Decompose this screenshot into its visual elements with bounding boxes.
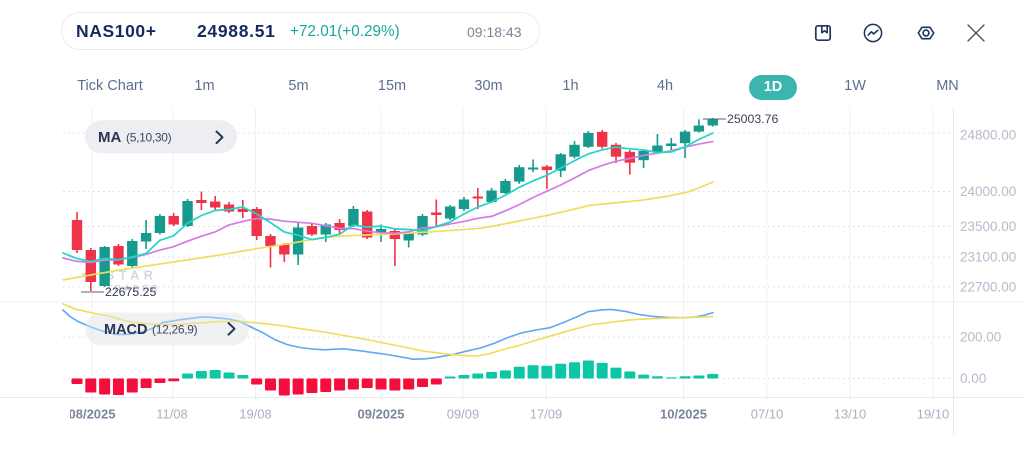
svg-text:24000.00: 24000.00 <box>960 184 1016 199</box>
svg-text:09/09: 09/09 <box>447 407 480 422</box>
svg-text:19/10: 19/10 <box>917 407 950 422</box>
svg-text:22675.25: 22675.25 <box>105 285 156 299</box>
svg-text:24800.00: 24800.00 <box>960 128 1016 143</box>
svg-text:200.00: 200.00 <box>960 330 1001 345</box>
svg-text:MA: MA <box>98 129 121 146</box>
svg-text:08/2025: 08/2025 <box>69 407 116 422</box>
svg-text:MACD: MACD <box>104 322 148 338</box>
svg-text:(12,26,9): (12,26,9) <box>152 323 198 337</box>
svg-text:19/08: 19/08 <box>239 407 272 422</box>
svg-text:09/2025: 09/2025 <box>358 407 405 422</box>
svg-text:11/08: 11/08 <box>156 407 188 422</box>
svg-text:07/10: 07/10 <box>751 407 784 422</box>
svg-text:10/2025: 10/2025 <box>660 407 707 422</box>
svg-text:(5,10,30): (5,10,30) <box>126 131 172 145</box>
svg-text:0.00: 0.00 <box>960 371 986 386</box>
svg-text:TRADER: TRADER <box>106 284 160 295</box>
svg-text:13/10: 13/10 <box>834 407 867 422</box>
svg-text:23100.00: 23100.00 <box>960 250 1016 265</box>
svg-text:17/09: 17/09 <box>530 407 563 422</box>
svg-text:STAR: STAR <box>106 269 158 283</box>
svg-text:23500.00: 23500.00 <box>960 219 1016 234</box>
svg-text:25003.76: 25003.76 <box>727 112 778 126</box>
svg-text:22700.00: 22700.00 <box>960 280 1016 295</box>
